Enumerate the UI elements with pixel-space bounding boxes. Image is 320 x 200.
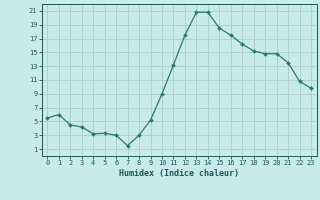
X-axis label: Humidex (Indice chaleur): Humidex (Indice chaleur) bbox=[119, 169, 239, 178]
